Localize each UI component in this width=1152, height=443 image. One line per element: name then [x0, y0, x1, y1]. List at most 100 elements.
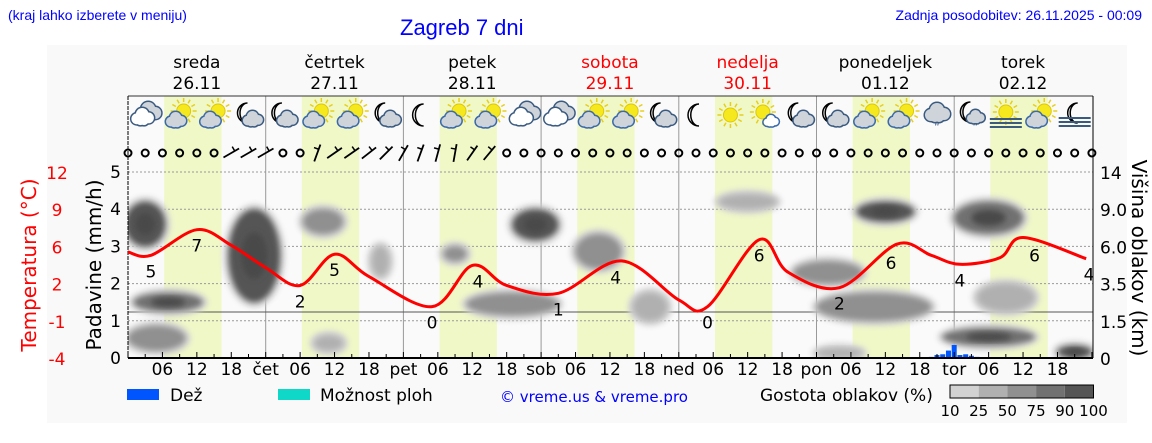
day-date: 26.11 — [173, 74, 222, 94]
rain-drops: ʺ — [973, 122, 978, 134]
cloud-density-core — [871, 206, 900, 217]
sun-ray — [635, 99, 639, 104]
sun-ray — [864, 99, 869, 104]
wind-calm-icon — [966, 148, 976, 158]
sun-disc — [722, 107, 738, 123]
sun-ray — [1009, 100, 1013, 105]
moon-cloud-icon — [787, 102, 816, 128]
x-day-label: tor — [942, 360, 966, 380]
x-tick-label: 18 — [496, 360, 518, 380]
wind-calm-icon — [157, 148, 167, 158]
sun-ray — [191, 103, 196, 108]
fog-line — [1058, 117, 1091, 119]
wind-calm-icon — [760, 148, 770, 158]
sun-ray — [737, 118, 743, 123]
fog-line — [989, 118, 1022, 120]
day-name: nedelja — [716, 53, 778, 73]
sun-ray — [486, 99, 490, 104]
temperature-label: 0 — [702, 314, 713, 334]
moon-cloud-icon — [236, 102, 265, 128]
wind-barb-icon — [361, 146, 377, 160]
moon-crescent — [411, 103, 424, 127]
wind-calm-icon — [984, 148, 994, 158]
cloud-density-area — [302, 209, 344, 235]
sun-ray — [899, 99, 903, 104]
sun-ray — [1051, 103, 1056, 108]
wind-barb-flag — [417, 146, 423, 150]
sun-ray — [734, 122, 738, 127]
copyright-link[interactable]: © vreme.us & vreme.pro — [500, 388, 688, 406]
wind-calm-icon — [743, 148, 753, 158]
wind-calm-icon — [622, 148, 632, 158]
showers-legend-label: Možnost ploh — [320, 386, 433, 406]
partly-sunny-icon — [198, 98, 232, 129]
precipitation-bar — [957, 355, 963, 358]
cloud-fill — [659, 118, 668, 127]
cloud-density-area — [632, 292, 668, 321]
wind-barb-staff — [326, 147, 343, 159]
cloud-density-scale-label: 75 — [1027, 402, 1046, 420]
sun-ray — [755, 100, 760, 105]
fog-line — [989, 126, 1022, 128]
precip-tick-label: 0 — [110, 349, 121, 369]
cloud-density-area — [793, 261, 863, 284]
wind-barb-icon — [343, 146, 360, 159]
wind-barb-icon — [398, 144, 409, 162]
cloud-fill — [307, 119, 316, 128]
day-date: 28.11 — [448, 74, 497, 94]
wind-calm-icon — [863, 148, 873, 158]
cloud-fill — [514, 116, 524, 126]
sun-ray — [325, 99, 329, 104]
wind-barb-staff — [343, 147, 360, 159]
sun-ray — [604, 103, 609, 108]
wind-barb-flag — [248, 146, 253, 152]
sun-ray — [187, 118, 191, 123]
cloud-fill — [583, 119, 592, 128]
wind-barb-icon — [450, 143, 458, 163]
temperature-line — [127, 228, 1087, 313]
wind-barb-icon — [433, 144, 442, 162]
partly-sunny-icon — [302, 98, 335, 129]
sun-ray — [466, 114, 471, 119]
wind-calm-icon — [1087, 148, 1097, 158]
sun-ray — [1013, 104, 1018, 109]
daylight-band — [577, 96, 635, 358]
sun-ray — [998, 100, 1002, 105]
temperature-label: 2 — [295, 292, 306, 312]
temperature-axis-title: Temperatura (°C) — [17, 178, 41, 352]
temperature-tick-label: -4 — [49, 350, 66, 370]
day-name: četrtek — [304, 53, 365, 73]
x-tick-label: 06 — [565, 360, 587, 380]
sun-ray — [875, 118, 880, 123]
wind-barb-flag — [487, 146, 493, 151]
cloud-fill — [617, 119, 626, 128]
sun-disc — [755, 104, 771, 120]
partly-sunny-icon — [336, 98, 369, 129]
cloud-fill — [797, 118, 806, 127]
wind-barb-icon — [326, 146, 343, 159]
cloud-density-swatch — [1007, 385, 1037, 398]
wind-barb-icon — [379, 145, 394, 161]
wind-calm-icon — [639, 148, 649, 158]
day-name: sreda — [173, 53, 220, 73]
sun-ray — [210, 99, 215, 104]
cloud-density-core — [971, 209, 1006, 226]
sun-ray — [363, 114, 368, 119]
sun-ray — [734, 103, 738, 108]
location-hint-link[interactable]: (kraj lahko izberete v meniju) — [8, 7, 187, 23]
cloud-fill — [281, 118, 290, 127]
day-date: 29.11 — [586, 74, 635, 94]
sun-ray — [221, 99, 226, 104]
cloud-density-core — [135, 212, 156, 236]
x-tick-label: 18 — [634, 360, 656, 380]
cloud-density-core — [241, 232, 268, 279]
sun-ray — [751, 115, 756, 120]
wind-calm-icon — [175, 148, 185, 158]
sun-ray — [913, 103, 919, 108]
wind-barb-flag — [433, 147, 440, 150]
x-day-label: pon — [801, 360, 833, 380]
moon-cloud-icon — [271, 102, 299, 128]
wind-calm-icon — [777, 148, 787, 158]
sun-ray — [894, 103, 900, 108]
sun-ray — [225, 114, 230, 119]
